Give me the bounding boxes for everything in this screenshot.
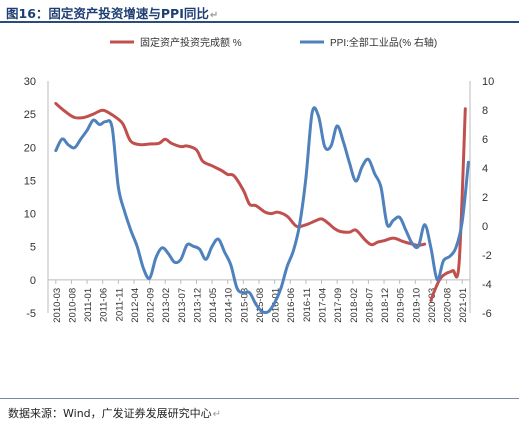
y-left-tick-label: 15 bbox=[24, 175, 36, 187]
source-rule bbox=[0, 398, 519, 399]
y-right-tick-label: 2 bbox=[482, 192, 488, 204]
y-left-tick-label: -5 bbox=[26, 308, 36, 320]
figure-title-text: 图16：固定资产投资增速与PPI同比 bbox=[6, 6, 209, 21]
line-chart: 固定资产投资完成额 % PPI:全部工业品(% 右轴)-5051015202530… bbox=[24, 36, 495, 323]
x-tick-label: 2012-09 bbox=[146, 288, 157, 323]
y-left-tick-label: 5 bbox=[30, 242, 36, 254]
y-left-tick-label: 25 bbox=[24, 109, 36, 121]
source-text: 数据来源：Wind，广发证券发展研究中心 bbox=[8, 407, 212, 420]
paragraph-mark-icon: ↵ bbox=[209, 10, 219, 21]
fai-growth-line bbox=[54, 102, 427, 247]
x-tick-label: 2012-04 bbox=[130, 288, 141, 323]
y-right-tick-label: -6 bbox=[482, 308, 492, 320]
x-tick-label: 2016-01 bbox=[271, 288, 282, 323]
x-tick-label: 2017-09 bbox=[333, 288, 344, 323]
y-right-tick-label: 6 bbox=[482, 134, 488, 146]
x-tick-label: 2014-10 bbox=[224, 288, 235, 323]
x-tick-label: 2011-11 bbox=[114, 288, 125, 321]
x-tick-label: 2020-03 bbox=[427, 288, 438, 323]
x-tick-label: 2021-01 bbox=[458, 288, 469, 323]
x-tick-label: 2013-07 bbox=[177, 288, 188, 323]
x-tick-label: 2016-11 bbox=[302, 288, 313, 322]
y-right-tick-label: -2 bbox=[482, 250, 492, 262]
x-tick-label: 2011-01 bbox=[83, 288, 94, 322]
x-tick-label: 2015-08 bbox=[255, 288, 266, 323]
x-tick-label: 2011-06 bbox=[99, 288, 110, 322]
figure-title: 图16：固定资产投资增速与PPI同比↵ bbox=[6, 3, 218, 22]
y-right-tick-label: 10 bbox=[482, 76, 494, 88]
x-tick-label: 2019-10 bbox=[411, 288, 422, 323]
ppi-line bbox=[54, 106, 470, 315]
y-left-tick-label: 30 bbox=[24, 76, 36, 88]
y-left-tick-label: 0 bbox=[30, 275, 36, 287]
x-tick-label: 2016-06 bbox=[286, 288, 297, 323]
x-tick-label: 2013-02 bbox=[161, 288, 172, 323]
y-left-tick-label: 10 bbox=[24, 209, 36, 221]
title-rule bbox=[0, 21, 519, 23]
x-tick-label: 2017-04 bbox=[318, 288, 329, 323]
x-tick-label: 2018-07 bbox=[364, 288, 375, 323]
paragraph-mark-icon: ↵ bbox=[212, 409, 222, 420]
source-note: 数据来源：Wind，广发证券发展研究中心↵ bbox=[8, 405, 221, 421]
y-right-tick-label: 0 bbox=[482, 221, 488, 233]
x-tick-label: 2010-08 bbox=[67, 288, 78, 323]
x-tick-label: 2019-05 bbox=[396, 288, 407, 323]
legend-label: PPI:全部工业品(% 右轴) bbox=[330, 36, 437, 49]
legend-label: 固定资产投资完成额 % bbox=[140, 36, 242, 49]
x-tick-label: 2010-03 bbox=[52, 288, 63, 323]
x-tick-label: 2014-05 bbox=[208, 288, 219, 323]
y-left-tick-label: 20 bbox=[24, 142, 36, 154]
x-tick-label: 2013-12 bbox=[192, 288, 203, 323]
x-tick-label: 2018-02 bbox=[349, 288, 360, 323]
x-tick-label: 2020-08 bbox=[443, 288, 454, 323]
y-right-tick-label: 8 bbox=[482, 105, 488, 117]
x-tick-label: 2018-12 bbox=[380, 288, 391, 323]
y-right-tick-label: -4 bbox=[482, 279, 492, 291]
y-right-tick-label: 4 bbox=[482, 163, 488, 175]
x-tick-label: 2015-03 bbox=[239, 288, 250, 323]
